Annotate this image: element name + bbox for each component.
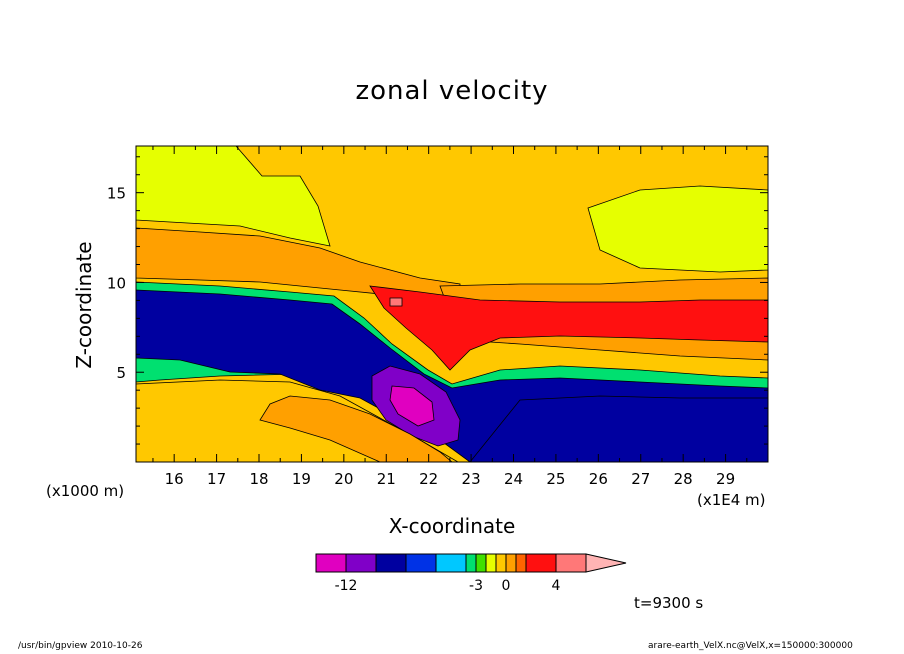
x-axis-label: X-coordinate [388, 514, 516, 538]
contour-region-surface-orange [259, 395, 453, 462]
time-annotation: t=9300 s [634, 594, 704, 612]
contour-region-jet-core [369, 285, 768, 371]
x-tick-label-22: 22 [419, 470, 438, 488]
x-tick-label-26: 26 [589, 470, 608, 488]
footer-right: arare-earth_VelX.nc@VelX,x=150000:300000 [648, 641, 853, 651]
x-tick-label-24: 24 [504, 470, 523, 488]
colorbar-arrow [585, 553, 627, 573]
x-tick-label-29: 29 [716, 470, 735, 488]
colorbar-swatch-4 [435, 553, 467, 573]
colorbar: -12 -3 0 4 [315, 553, 627, 594]
colorbar-label--3: -3 [469, 578, 483, 594]
colorbar-swatch-12 [555, 553, 587, 573]
plot-frame [135, 145, 769, 463]
colorbar-swatch-1 [345, 553, 377, 573]
x-axis: 16 17 18 19 20 21 22 23 24 25 26 27 28 29 [152, 146, 748, 488]
x-tick-label-28: 28 [674, 470, 693, 488]
contour-fields [136, 146, 768, 462]
x-tick-label-18: 18 [249, 470, 268, 488]
colorbar-swatch-8 [495, 553, 507, 573]
contour-region-rotor-peak [389, 385, 435, 427]
x-tick-label-25: 25 [546, 470, 565, 488]
x-tick-label-19: 19 [292, 470, 311, 488]
colorbar-swatch-3 [405, 553, 437, 573]
y-axis-unit: (x1000 m) [46, 482, 125, 500]
y-tick-label-5: 5 [116, 364, 126, 382]
colorbar-swatch-0 [315, 553, 347, 573]
contour-region-lower-flow-deep [469, 395, 768, 462]
y-tick-label-15: 15 [107, 185, 126, 203]
contour-region-yellow-patch-right [587, 185, 768, 273]
x-tick-label-23: 23 [462, 470, 481, 488]
plot-area [136, 146, 768, 462]
x-tick-label-17: 17 [207, 470, 226, 488]
x-tick-label-21: 21 [377, 470, 396, 488]
x-tick-label-20: 20 [334, 470, 353, 488]
colorbar-label-4: 4 [552, 578, 561, 594]
footer-left: /usr/bin/gpview 2010-10-26 [18, 641, 143, 651]
y-axis: 5 10 15 [107, 156, 768, 445]
colorbar-swatch-9 [505, 553, 517, 573]
contour-region-yellow-patch-left [136, 146, 331, 247]
colorbar-label-0: 0 [502, 578, 511, 594]
y-tick-label-10: 10 [107, 274, 126, 292]
colorbar-swatch-10 [515, 553, 527, 573]
x-axis-unit: (x1E4 m) [697, 491, 766, 509]
colorbar-swatch-5 [465, 553, 477, 573]
colorbar-swatch-11 [525, 553, 557, 573]
colorbar-swatch-2 [375, 553, 407, 573]
x-tick-label-16: 16 [165, 470, 184, 488]
colorbar-label--12: -12 [335, 578, 358, 594]
x-tick-label-27: 27 [631, 470, 650, 488]
contour-region-jet-peak [389, 297, 403, 307]
colorbar-swatch-6 [475, 553, 487, 573]
chart-title: zonal velocity [355, 76, 549, 106]
colorbar-swatch-7 [485, 553, 497, 573]
